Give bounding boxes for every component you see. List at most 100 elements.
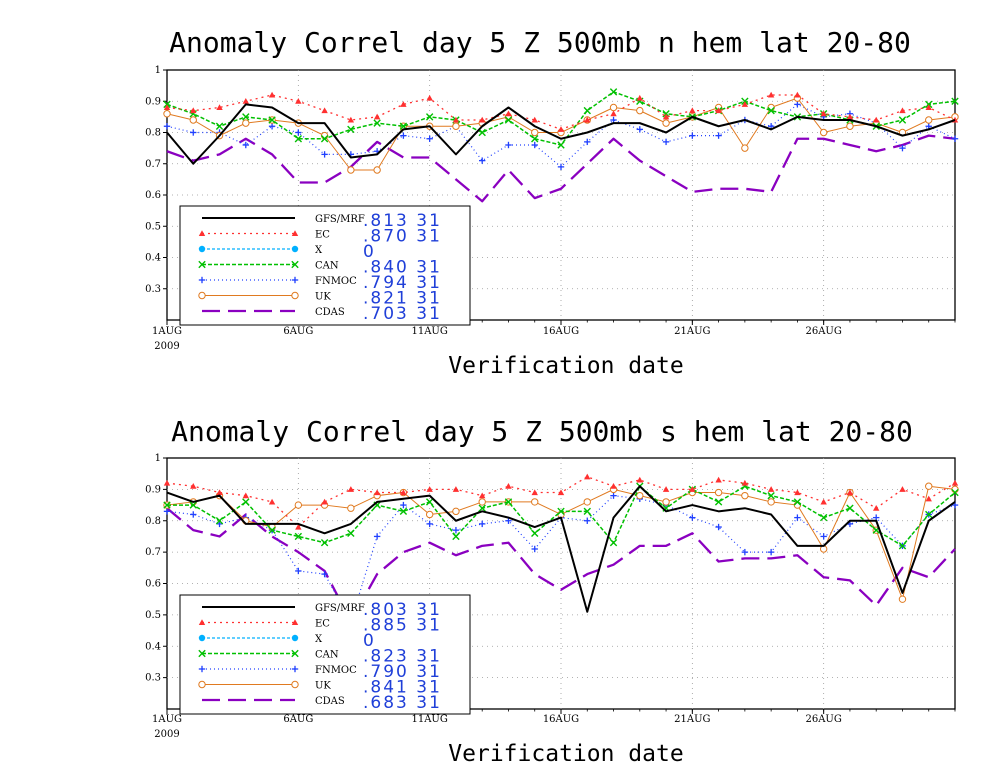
data-point bbox=[557, 163, 565, 171]
data-point bbox=[951, 97, 959, 105]
y-tick-label: 0.3 bbox=[145, 284, 161, 295]
data-point bbox=[216, 520, 223, 528]
y-tick-label: 0.3 bbox=[145, 673, 161, 684]
data-point bbox=[426, 520, 433, 528]
legend-marker bbox=[198, 276, 206, 284]
data-point bbox=[347, 125, 355, 134]
data-point bbox=[347, 116, 355, 123]
data-point bbox=[400, 489, 407, 496]
legend-value: .790 31 bbox=[363, 662, 442, 682]
x-tick-label: 16AUG bbox=[543, 714, 579, 725]
data-point bbox=[479, 116, 486, 123]
data-point bbox=[452, 532, 460, 541]
legend-value: .813 31 bbox=[363, 211, 442, 231]
x-tick-label: 11AUG bbox=[411, 714, 447, 725]
data-point bbox=[951, 135, 959, 142]
data-point bbox=[531, 135, 539, 143]
marker-stroke bbox=[399, 122, 408, 130]
data-point bbox=[689, 486, 696, 492]
data-point bbox=[215, 122, 224, 130]
data-point bbox=[242, 498, 250, 506]
data-point bbox=[689, 132, 696, 139]
data-point bbox=[294, 532, 303, 541]
legend-item-uk: UK .821 31 bbox=[198, 289, 440, 309]
x-tick-label: 21AUG bbox=[674, 326, 710, 337]
marker-stroke bbox=[819, 513, 828, 522]
data-point bbox=[504, 116, 513, 124]
data-point bbox=[242, 113, 250, 121]
data-point bbox=[715, 523, 722, 531]
data-point bbox=[873, 505, 880, 511]
data-point bbox=[478, 128, 486, 137]
x-tick-label: 1AUG bbox=[152, 326, 182, 337]
legend-marker bbox=[291, 649, 299, 658]
legend-item-cdas: CDAS .703 31 bbox=[202, 304, 440, 324]
y-tick-label: 0.5 bbox=[145, 221, 161, 232]
legend-label: UK bbox=[315, 681, 331, 692]
marker-stroke bbox=[951, 488, 959, 497]
data-point bbox=[584, 138, 591, 146]
x-tick-label: 16AUG bbox=[543, 326, 579, 337]
series-line bbox=[166, 134, 956, 203]
data-point bbox=[662, 138, 670, 146]
series-cdas bbox=[166, 507, 956, 623]
marker-stroke bbox=[425, 498, 434, 506]
marker-stroke bbox=[399, 507, 408, 516]
series-gfs-mrf bbox=[166, 103, 956, 165]
data-point bbox=[531, 545, 538, 553]
data-point bbox=[636, 106, 644, 115]
legend-value: .794 31 bbox=[363, 273, 442, 293]
legend-label: X bbox=[315, 634, 323, 645]
data-point bbox=[425, 498, 434, 506]
data-point bbox=[767, 106, 775, 115]
marker-stroke bbox=[347, 125, 355, 134]
x-tick-label: 26AUG bbox=[805, 714, 841, 725]
data-point bbox=[715, 107, 722, 114]
data-point bbox=[479, 520, 486, 528]
panel-north-hemisphere: Anomaly Correl day 5 Z 500mb n hem lat 2… bbox=[145, 26, 959, 379]
x-tick-label: 21AUG bbox=[674, 714, 710, 725]
series-line bbox=[166, 507, 956, 623]
chart-title: Anomaly Correl day 5 Z 500mb s hem lat 2… bbox=[171, 415, 913, 448]
data-point bbox=[321, 151, 328, 158]
legend-marker bbox=[198, 665, 206, 673]
y-tick-label: 0.6 bbox=[145, 579, 161, 590]
data-point bbox=[505, 141, 512, 149]
data-point bbox=[163, 508, 171, 515]
data-point bbox=[190, 483, 197, 489]
data-point bbox=[531, 498, 539, 506]
marker-stroke bbox=[291, 260, 299, 269]
data-point bbox=[190, 511, 197, 518]
x-axis-label: Verification date bbox=[448, 741, 683, 767]
data-point bbox=[899, 486, 906, 492]
legend-marker bbox=[198, 649, 206, 658]
data-point bbox=[636, 126, 643, 133]
marker-stroke bbox=[452, 532, 460, 541]
data-point bbox=[741, 479, 749, 486]
legend-label: CDAS bbox=[315, 307, 345, 318]
marker-stroke bbox=[478, 504, 486, 512]
x-tick-label: 6AUG bbox=[283, 714, 313, 725]
data-point bbox=[557, 126, 565, 132]
marker-stroke bbox=[242, 498, 250, 506]
legend-marker bbox=[198, 230, 206, 237]
data-point bbox=[242, 141, 249, 149]
legend-label: EC bbox=[315, 230, 330, 241]
data-point bbox=[479, 157, 486, 164]
data-point bbox=[898, 542, 907, 550]
data-point bbox=[321, 107, 328, 114]
data-point bbox=[846, 489, 854, 496]
data-point bbox=[452, 122, 460, 130]
data-point bbox=[426, 94, 433, 101]
data-point bbox=[242, 119, 250, 127]
marker-stroke bbox=[583, 106, 591, 115]
data-point bbox=[873, 514, 880, 521]
data-point bbox=[347, 166, 355, 174]
legend-marker bbox=[291, 260, 299, 269]
marker-stroke bbox=[531, 529, 539, 537]
data-point bbox=[478, 498, 486, 506]
data-point bbox=[925, 482, 933, 490]
